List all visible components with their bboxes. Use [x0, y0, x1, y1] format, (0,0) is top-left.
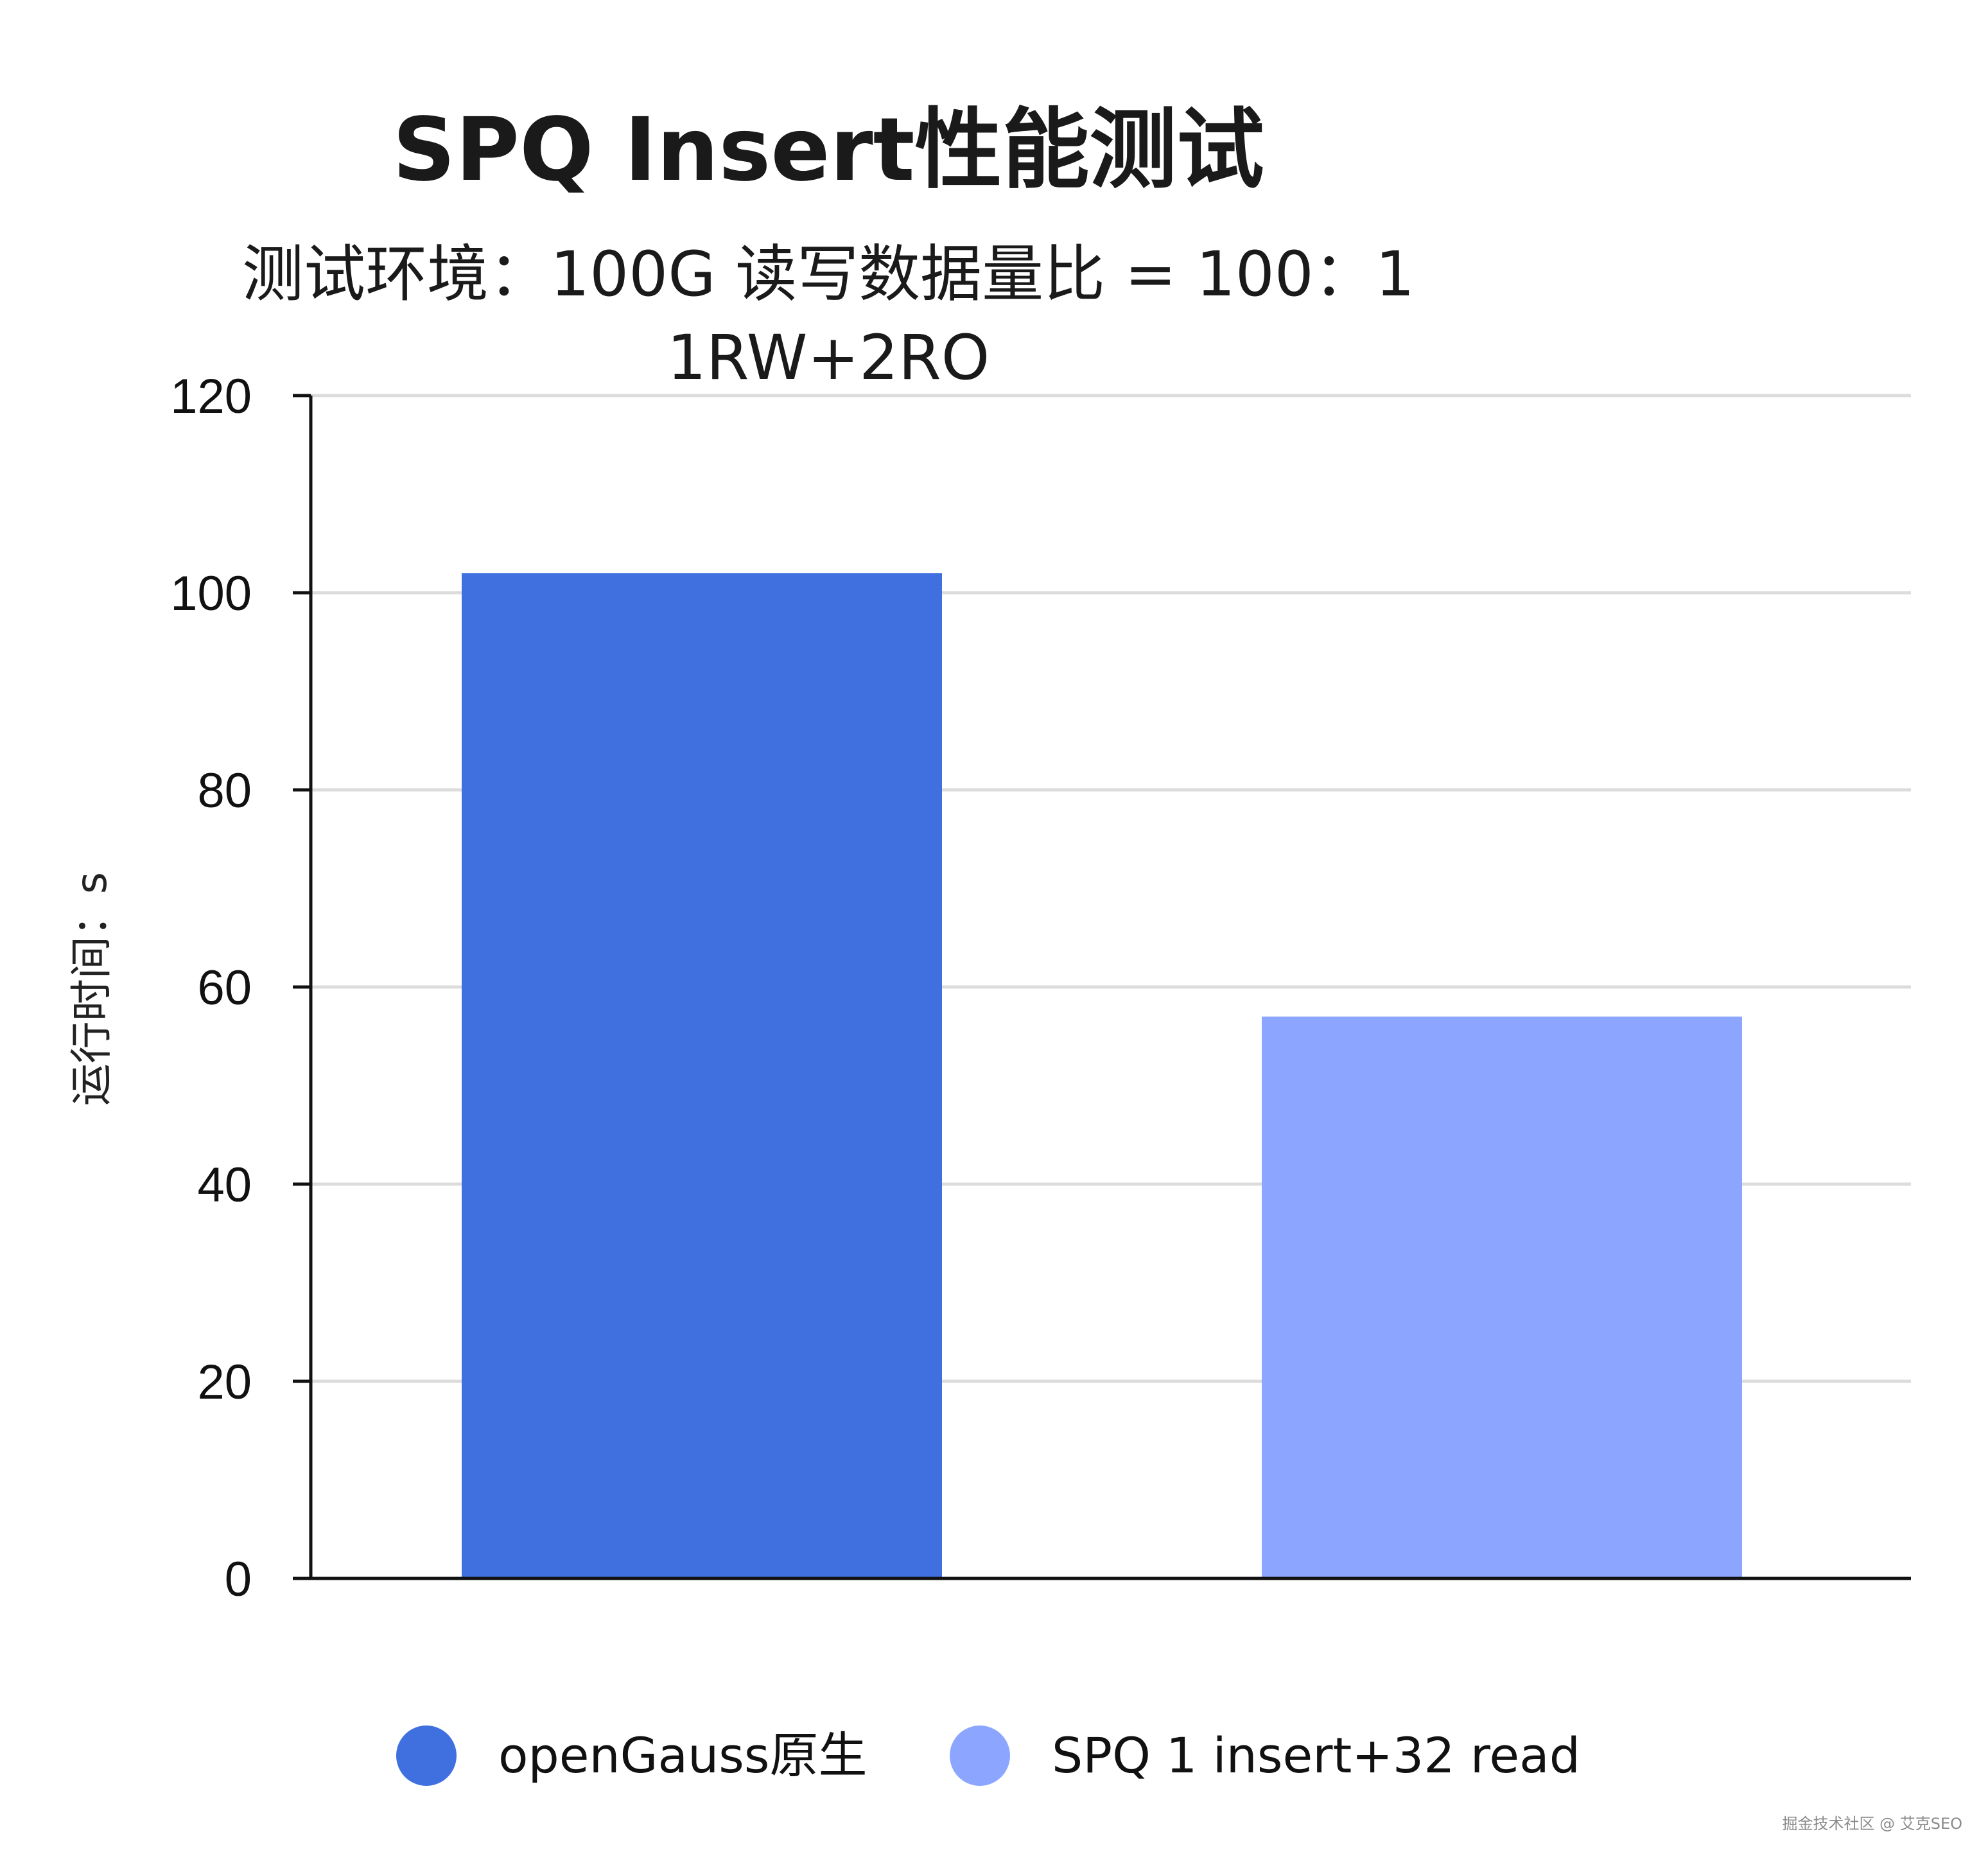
y-tick-label-40: 40 — [197, 1158, 252, 1212]
y-tick-label-0: 0 — [225, 1552, 252, 1607]
y-tick-labels: 0 20 40 60 80 100 120 — [170, 369, 252, 1607]
legend-label-2: SPQ 1 insert+32 read — [1052, 1727, 1580, 1784]
bar-1 — [462, 573, 942, 1578]
legend-label-1: openGauss原生 — [498, 1727, 868, 1784]
y-tick-label-100: 100 — [170, 566, 252, 621]
watermark: 掘金技术社区 @ 艾克SEO — [1782, 1815, 1962, 1833]
bar-2 — [1262, 1017, 1742, 1578]
y-tick-label-20: 20 — [197, 1355, 252, 1410]
chart-subtitle-line-1: 测试环境：100G 读写数据量比 = 100：1 — [242, 238, 1415, 310]
y-tick-label-60: 60 — [197, 961, 252, 1015]
axes — [293, 394, 1911, 1580]
chart-subtitle-line-2: 1RW+2RO — [667, 322, 990, 394]
y-tick-label-120: 120 — [170, 369, 252, 424]
bars — [462, 573, 1742, 1578]
legend-swatch-1 — [396, 1725, 457, 1786]
y-tick-label-80: 80 — [197, 764, 252, 818]
y-axis-label: 运行时间：s — [67, 872, 116, 1106]
legend: openGauss原生 SPQ 1 insert+32 read — [396, 1725, 1580, 1786]
legend-swatch-2 — [950, 1725, 1010, 1786]
chart-title: SPQ Insert性能测试 — [392, 100, 1264, 201]
